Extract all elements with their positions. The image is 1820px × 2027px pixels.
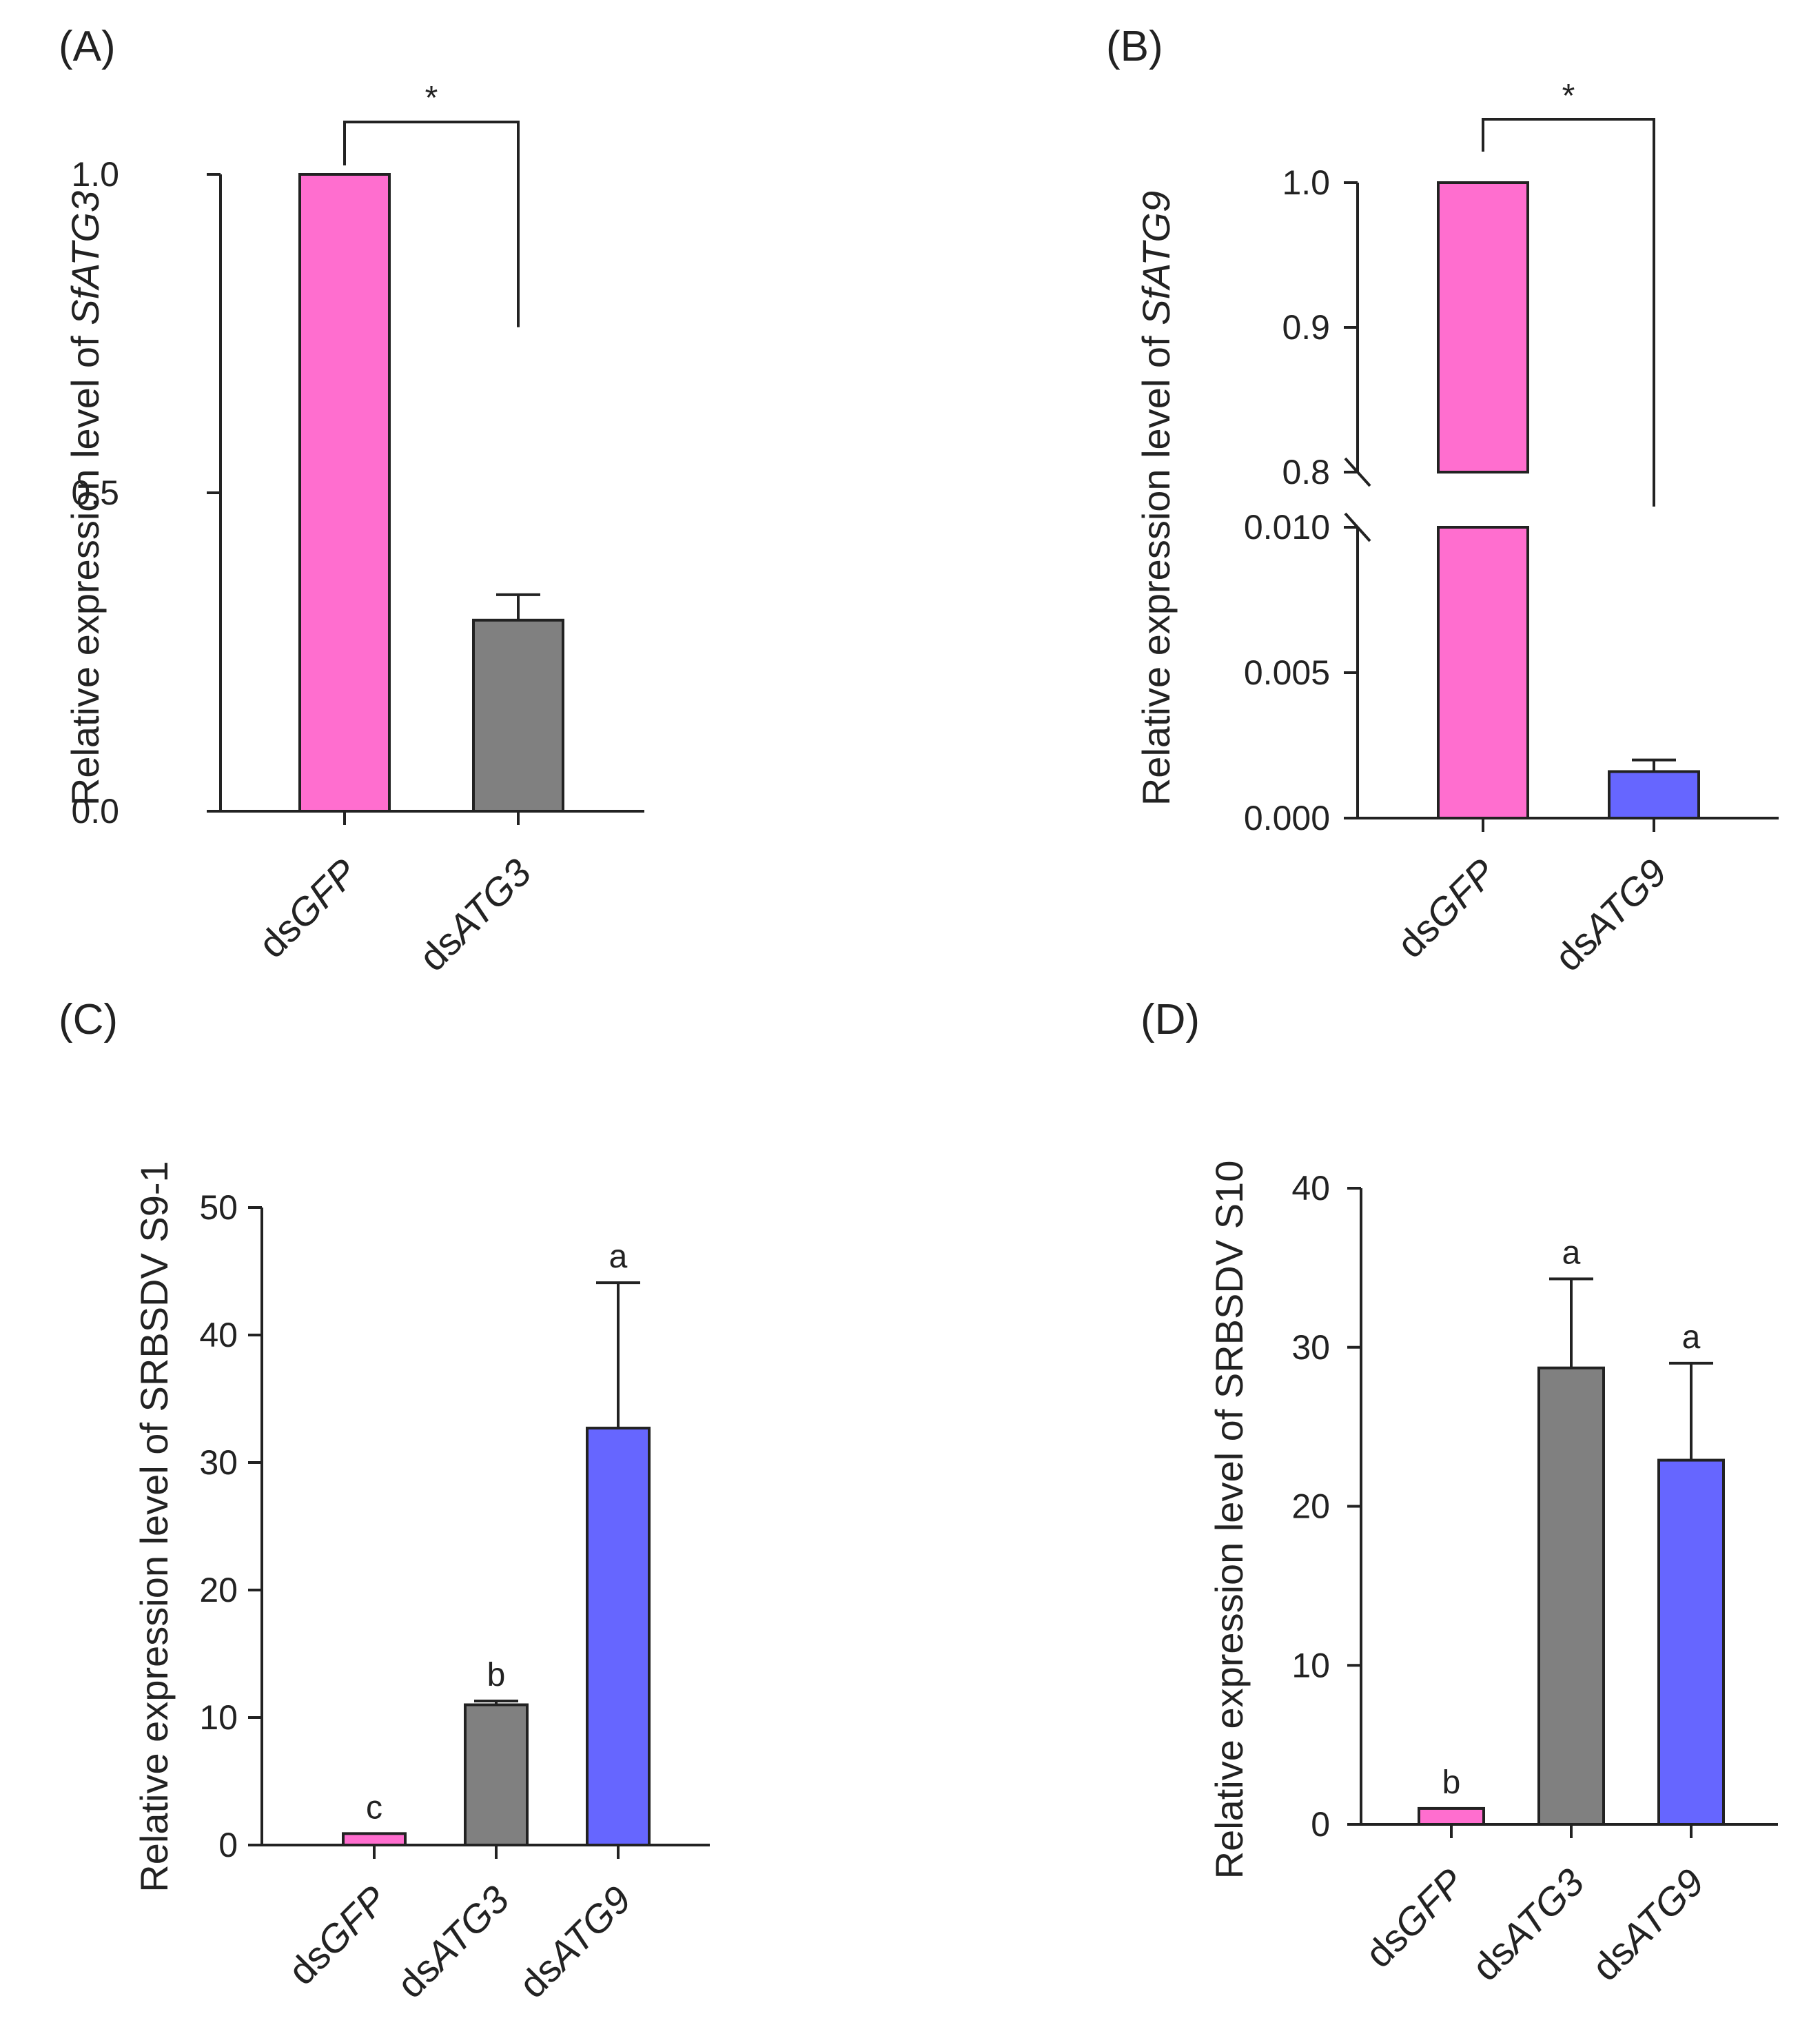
significance-letter: b [487,1657,506,1693]
y-tick-label: 0.000 [1244,799,1330,837]
bar-dsGFP [298,173,391,813]
category-label-dsGFP: dsGFP [1389,850,1504,966]
y-tick-label: 0.5 [71,473,119,512]
y-tick-label: 10 [199,1698,238,1737]
category-label-dsATG3: dsATG3 [389,1877,518,2006]
panel-label: (D) [1141,996,1200,1043]
category-label-dsATG9: dsATG9 [1584,1860,1712,1989]
significance-letter: b [1442,1764,1461,1801]
significance-letter: a [1562,1235,1581,1272]
y-tick-label: 0 [218,1826,238,1864]
y-tick-label: 40 [1291,1169,1330,1208]
category-label-dsATG3: dsATG3 [411,850,540,979]
bar-dsATG9 [1608,770,1700,819]
y-tick-label: 0.0 [71,792,119,831]
category-label-dsATG9: dsATG9 [1546,850,1675,979]
significance-bracket [1482,118,1655,507]
panel-d: (D) 0 10 20 30 40 dsGFP b dsATG3 a dsATG9 a Relative… [1141,996,1778,1989]
panel-label: (C) [59,996,118,1043]
significance-star: * [1562,78,1575,114]
y-tick-label: 20 [199,1571,238,1609]
bar-dsATG9 [1657,1458,1725,1826]
bar-dsGFP-upper [1437,181,1529,473]
panel-b: (B) 0.8 0.9 1.0 0.000 0.005 0.010 dsGFP dsATG9 Re… [1106,23,1779,979]
category-label-dsGFP: dsGFP [1357,1860,1473,1976]
panel-c: (C) 0 10 20 30 40 50 dsGFP c dsATG3 b dsATG9 a Relati… [59,996,710,2006]
category-label-dsATG3: dsATG3 [1464,1860,1593,1989]
significance-letter: c [366,1789,382,1826]
y-tick-label: 0.9 [1282,308,1330,347]
y-tick-label: 1.0 [1282,163,1330,202]
y-tick-label: 0 [1311,1805,1330,1844]
bar-dsGFP-lower [1437,526,1529,819]
y-tick-label: 30 [199,1443,238,1482]
y-tick-label: 10 [1291,1646,1330,1684]
y-tick-label: 0.005 [1244,653,1330,692]
y-tick-label: 50 [199,1188,238,1227]
significance-letter: a [609,1239,628,1275]
y-tick-label: 0.8 [1282,453,1330,491]
bar-dsATG3 [1537,1366,1605,1826]
y-tick-label: 30 [1291,1328,1330,1367]
y-axis-title: Relative expression level of SfATG9 [1134,191,1178,806]
panel-a: (A) 0.0 0.5 1.0 dsGFP dsATG3 Relative expressi… [59,23,644,979]
category-label-dsATG9: dsATG9 [511,1877,640,2006]
category-label-dsGFP: dsGFP [280,1877,396,1993]
bar-dsATG3 [472,618,564,813]
bar-dsATG3 [464,1703,529,1846]
bar-dsGFP [342,1832,407,1847]
y-tick-label: 1.0 [71,155,119,194]
y-axis-title: Relative expression level of SfATG3 [63,191,107,806]
bar-dsATG9 [586,1427,651,1847]
significance-bracket [343,121,520,327]
bar-dsGFP [1418,1806,1485,1826]
y-tick-label: 0.010 [1244,508,1330,547]
panel-label: (B) [1106,23,1163,70]
y-axis-title: Relative expression level of SRBSDV S9-1 [132,1161,176,1892]
significance-letter: a [1682,1319,1701,1356]
category-label-dsGFP: dsGFP [250,850,366,966]
y-tick-label: 40 [199,1316,238,1354]
y-axis-title: Relative expression level of SRBSDV S10 [1207,1161,1251,1880]
significance-star: * [425,80,438,116]
panel-label: (A) [59,23,116,70]
y-tick-label: 20 [1291,1487,1330,1526]
